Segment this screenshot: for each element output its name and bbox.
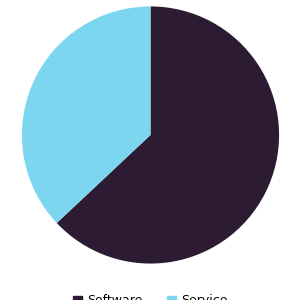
Wedge shape (22, 6, 150, 223)
Wedge shape (57, 6, 279, 264)
Legend: Software, Service: Software, Service (68, 289, 233, 300)
